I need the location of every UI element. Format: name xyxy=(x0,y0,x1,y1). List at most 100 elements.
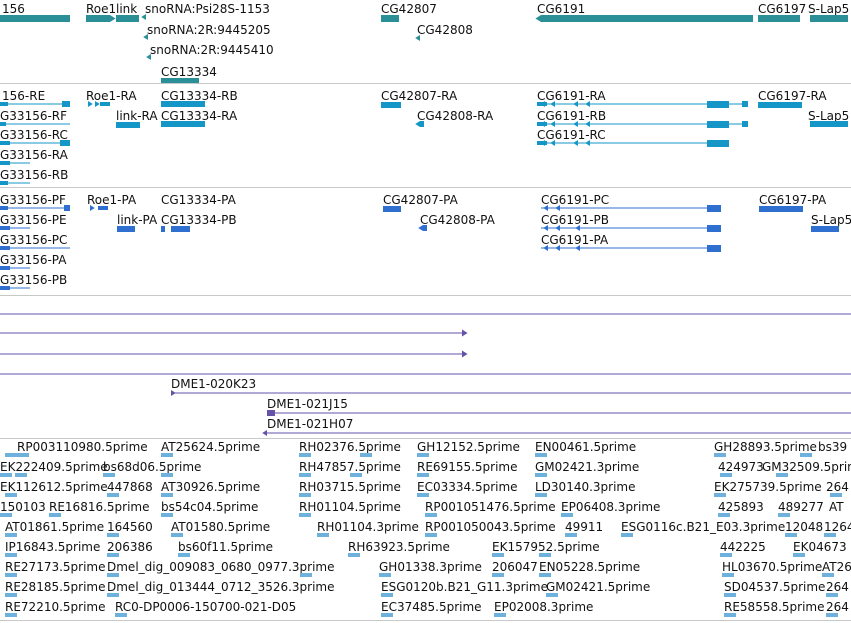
feature-block[interactable] xyxy=(64,205,70,211)
transcript-label[interactable]: Roe1-RA xyxy=(86,89,137,103)
est-label[interactable]: 1264 xyxy=(824,520,851,534)
gene-label[interactable]: CG13334 xyxy=(161,65,217,79)
est-block[interactable] xyxy=(348,553,360,557)
est-block[interactable] xyxy=(824,533,836,537)
feature-block[interactable] xyxy=(62,101,70,107)
est-label[interactable]: AT30926.5prime xyxy=(161,480,261,494)
feature-block[interactable] xyxy=(707,101,729,108)
gene-block[interactable] xyxy=(161,78,199,83)
transcript-label[interactable]: S-Lap5 xyxy=(808,109,850,123)
est-label[interactable]: RE27173.5prime xyxy=(5,560,106,574)
est-block[interactable] xyxy=(161,453,173,457)
est-block[interactable] xyxy=(492,573,504,577)
gene-label[interactable]: Roe1 xyxy=(86,2,117,16)
est-label[interactable]: 206386 xyxy=(107,540,153,554)
est-block[interactable] xyxy=(417,493,429,497)
est-block[interactable] xyxy=(171,533,183,537)
est-block[interactable] xyxy=(546,593,558,597)
est-label[interactable]: RE69155.5prime xyxy=(417,460,518,474)
est-block[interactable] xyxy=(539,553,551,557)
exon-block[interactable] xyxy=(116,122,140,128)
est-label[interactable]: RE28185.5prime xyxy=(5,580,106,594)
gene-block[interactable] xyxy=(0,15,70,22)
est-label[interactable]: GH28893.5prime xyxy=(714,440,817,454)
gene-label[interactable]: snoRNA:Psi28S-1153 xyxy=(145,2,270,16)
est-block[interactable] xyxy=(300,573,312,577)
feature-block[interactable] xyxy=(161,226,165,232)
est-block[interactable] xyxy=(776,473,788,477)
exon-block[interactable] xyxy=(758,102,802,108)
est-block[interactable] xyxy=(107,553,119,557)
est-block[interactable] xyxy=(800,453,812,457)
transcript-label[interactable]: CG6191-RC xyxy=(537,128,606,142)
protein-label[interactable]: CG42807-PA xyxy=(383,193,458,207)
est-label[interactable]: 264 xyxy=(826,580,849,594)
est-label[interactable]: EP02008.3prime xyxy=(494,600,594,614)
est-block[interactable] xyxy=(722,573,734,577)
gene-label[interactable]: CG42808 xyxy=(417,23,473,37)
feature-block[interactable] xyxy=(0,286,10,290)
est-block[interactable] xyxy=(720,553,732,557)
gene-block[interactable] xyxy=(86,15,110,22)
est-block[interactable] xyxy=(785,533,797,537)
est-block[interactable] xyxy=(492,553,504,557)
est-label[interactable]: RE58558.5prime xyxy=(724,600,825,614)
est-block[interactable] xyxy=(826,613,838,617)
clone-label[interactable]: DME1-021J15 xyxy=(267,397,348,411)
est-block[interactable] xyxy=(535,453,547,457)
est-label[interactable]: GH01338.3prime xyxy=(379,560,482,574)
est-block[interactable] xyxy=(107,593,119,597)
est-label[interactable]: AT26 xyxy=(822,560,851,574)
est-label[interactable]: 150103 xyxy=(0,500,46,514)
est-label[interactable]: GM02421.5prime xyxy=(546,580,651,594)
feature-block[interactable] xyxy=(0,102,8,106)
est-label[interactable]: EN00461.5prime xyxy=(535,440,637,454)
transcript-label[interactable]: G33156-RB xyxy=(0,168,69,182)
est-label[interactable]: bs39 xyxy=(818,440,848,454)
est-block[interactable] xyxy=(830,493,842,497)
feature-block[interactable] xyxy=(0,266,10,270)
est-label[interactable]: GH12152.5prime xyxy=(417,440,520,454)
est-block[interactable] xyxy=(161,513,173,517)
exon-block[interactable] xyxy=(381,102,401,108)
est-block[interactable] xyxy=(539,573,551,577)
est-block[interactable] xyxy=(299,453,311,457)
feature-block[interactable] xyxy=(0,161,10,165)
transcript-label[interactable]: G33156-RA xyxy=(0,148,68,162)
est-block[interactable] xyxy=(5,573,17,577)
protein-label[interactable]: G33156-PB xyxy=(0,273,68,287)
est-label[interactable]: RP001050043.5prime xyxy=(425,520,556,534)
feature-block[interactable] xyxy=(60,140,70,146)
gene-block[interactable] xyxy=(758,15,800,22)
protein-label[interactable]: CG13334-PB xyxy=(161,213,237,227)
est-label[interactable]: 164560 xyxy=(107,520,153,534)
feature-block[interactable] xyxy=(707,121,729,128)
est-label[interactable]: RH01104.3prime xyxy=(317,520,419,534)
feature-block[interactable] xyxy=(707,225,721,232)
gene-label[interactable]: link xyxy=(116,2,138,16)
est-block[interactable] xyxy=(822,573,834,577)
est-label[interactable]: AT01861.5prime xyxy=(5,520,105,534)
protein-label[interactable]: CG6191-PC xyxy=(541,193,610,207)
est-label[interactable]: RP003110980.5prime xyxy=(17,440,148,454)
gene-label[interactable]: S-Lap5 xyxy=(808,2,850,16)
feature-block[interactable] xyxy=(420,121,424,127)
est-block[interactable] xyxy=(0,513,12,517)
gene-block[interactable] xyxy=(116,15,139,22)
gene-block[interactable] xyxy=(541,15,753,22)
est-label[interactable]: 264 xyxy=(826,480,849,494)
est-label[interactable]: RH01104.5prime xyxy=(299,500,401,514)
gene-label[interactable]: snoRNA:2R:9445205 xyxy=(147,23,271,37)
transcript-label[interactable]: G33156-RC xyxy=(0,128,68,142)
est-label[interactable]: Dmel_dig_013444_0712_3526.3prime xyxy=(107,580,335,594)
est-label[interactable]: GM32509.5prime xyxy=(762,460,851,474)
est-block[interactable] xyxy=(714,493,726,497)
est-block[interactable] xyxy=(5,593,17,597)
protein-label[interactable]: CG6191-PA xyxy=(541,233,609,247)
est-block[interactable] xyxy=(561,513,573,517)
est-block[interactable] xyxy=(793,553,805,557)
protein-label[interactable]: link-PA xyxy=(117,213,158,227)
est-label[interactable]: ESG0120b.B21_G11.3prime xyxy=(381,580,548,594)
est-block[interactable] xyxy=(535,493,547,497)
est-block[interactable] xyxy=(5,493,17,497)
